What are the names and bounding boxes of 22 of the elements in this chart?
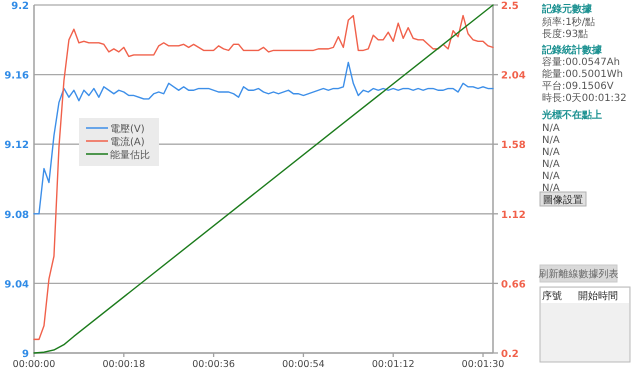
y2-tick-label: 0.66 bbox=[501, 279, 526, 290]
y2-tick-label: 1.12 bbox=[501, 210, 526, 221]
y-tick-label: 9.2 bbox=[11, 1, 30, 12]
y2-tick-label: 2.04 bbox=[501, 70, 526, 82]
x-tick-label: 00:00:18 bbox=[102, 359, 146, 370]
y-tick-label: 9.16 bbox=[4, 70, 30, 82]
x-tick-label: 00:00:54 bbox=[282, 359, 325, 370]
legend-label: 電壓(V) bbox=[110, 123, 145, 135]
x-tick-label: 00:01:30 bbox=[462, 359, 504, 370]
y2-tick-label: 1.58 bbox=[501, 140, 526, 152]
x-tick-label: 00:01:12 bbox=[372, 359, 415, 370]
y-tick-label: 9.04 bbox=[4, 279, 30, 290]
x-tick-label: 00:00:36 bbox=[192, 359, 235, 370]
legend-label: 能量估比 bbox=[110, 149, 150, 161]
y2-tick-label: 2.5 bbox=[501, 1, 519, 12]
y-tick-label: 9 bbox=[22, 349, 30, 360]
legend-label: 電流(A) bbox=[110, 136, 145, 148]
y2-tick-label: 0.2 bbox=[501, 349, 519, 360]
y-tick-label: 9.08 bbox=[4, 210, 30, 221]
y-tick-label: 9.12 bbox=[4, 140, 30, 152]
side-panel: 記錄元數據 頻率:1秒/點 長度:93點 記錄統計數據 容量:00.0547Ah 能量:00.5001Wh 平台:09.1506V 時長:0天00:01:32 光標不在點上 N/A N/A N/A N/A N/A N/A 圖像設置 刷新離線數據列表 序號 開始時間 bbox=[538, 4, 630, 362]
x-tick-label: 00:00:00 bbox=[12, 359, 56, 370]
